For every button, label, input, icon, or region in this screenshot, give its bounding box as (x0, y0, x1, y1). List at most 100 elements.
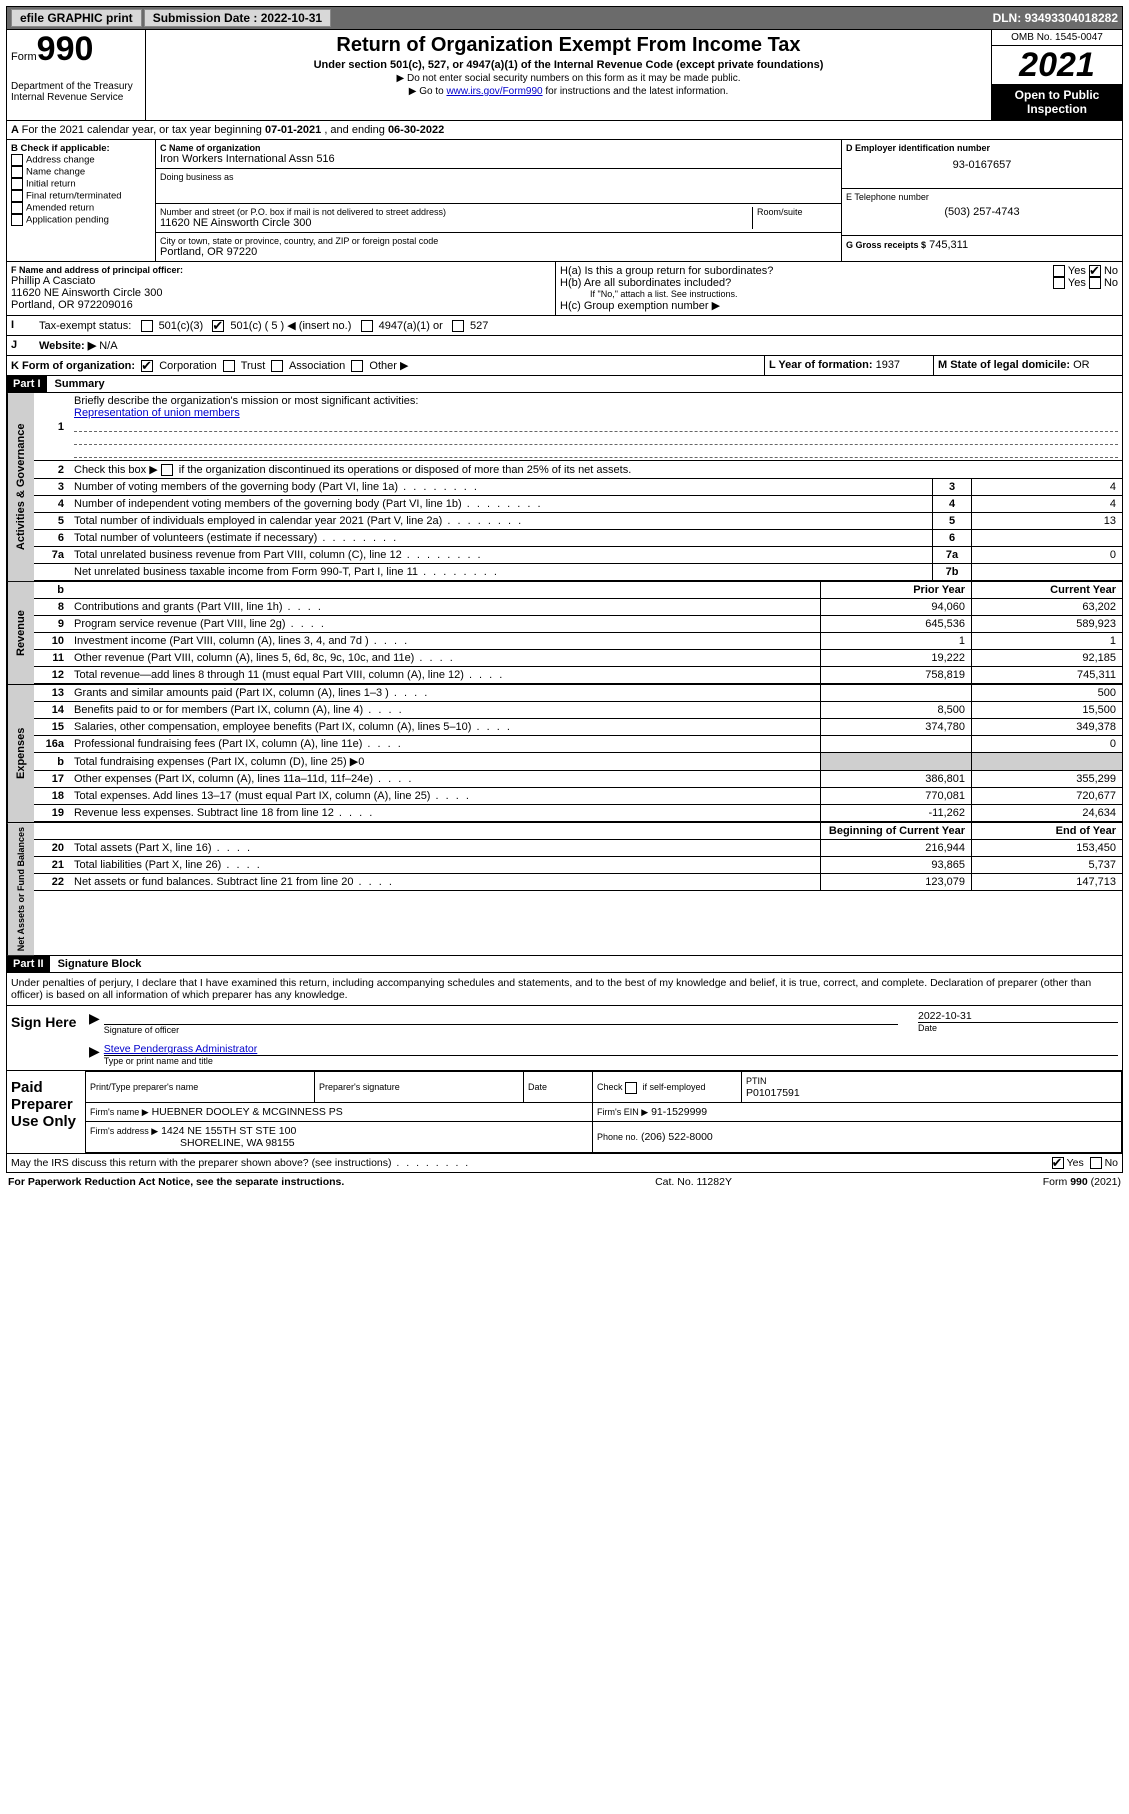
i-opt2: 501(c) ( 5 ) ◀ (insert no.) (230, 320, 351, 332)
chk-other[interactable] (351, 360, 363, 372)
chk-527[interactable] (452, 320, 464, 332)
d-label: D Employer identification number (846, 143, 1118, 153)
table-row: 20Total assets (Part X, line 16)216,9441… (34, 840, 1122, 857)
phone-value: (206) 522-8000 (641, 1131, 713, 1143)
omb-number: OMB No. 1545-0047 (992, 30, 1122, 46)
table-row: 13Grants and similar amounts paid (Part … (34, 685, 1122, 702)
chk-final-return[interactable] (11, 190, 23, 202)
chk-line2[interactable] (161, 464, 173, 476)
chk-address-change[interactable] (11, 154, 23, 166)
h-b-note: If "No," attach a list. See instructions… (560, 289, 1118, 299)
c-dba-label: Doing business as (160, 172, 837, 182)
section-net-assets: Net Assets or Fund Balances Beginning of… (6, 823, 1123, 956)
k-opt0: Corporation (159, 360, 216, 372)
dept-irs: Internal Revenue Service (11, 92, 141, 103)
b-item-5: Application pending (26, 215, 109, 226)
k-label: K Form of organization: (11, 360, 135, 372)
chk-corp[interactable] (141, 360, 153, 372)
form-label: Form (11, 51, 37, 63)
efile-print-button[interactable]: efile GRAPHIC print (11, 9, 142, 27)
c-name: Iron Workers International Assn 516 (160, 153, 837, 165)
chk-discuss-no[interactable] (1090, 1157, 1102, 1169)
chk-assoc[interactable] (271, 360, 283, 372)
chk-501c3[interactable] (141, 320, 153, 332)
table-row: 7aTotal unrelated business revenue from … (34, 547, 1122, 564)
hb-yes: Yes (1068, 277, 1086, 289)
form-title: Return of Organization Exempt From Incom… (150, 34, 987, 57)
footer-right: Form 990 (2021) (1043, 1176, 1121, 1188)
table-row: 17Other expenses (Part IX, column (A), l… (34, 771, 1122, 788)
submission-date-label: Submission Date : (153, 11, 261, 25)
table-row: 16aProfessional fundraising fees (Part I… (34, 736, 1122, 753)
c-addr-label: Number and street (or P.O. box if mail i… (160, 207, 752, 217)
chk-discuss-yes[interactable] (1052, 1157, 1064, 1169)
firm-ein-label: Firm's EIN ▶ (597, 1107, 648, 1117)
table-row: bTotal fundraising expenses (Part IX, co… (34, 753, 1122, 771)
chk-application-pending[interactable] (11, 214, 23, 226)
e-value: (503) 257-4743 (846, 206, 1118, 218)
c-addr: 11620 NE Ainsworth Circle 300 (160, 217, 752, 229)
officer-name[interactable]: Steve Pendergrass Administrator (104, 1043, 258, 1055)
table-row: 22Net assets or fund balances. Subtract … (34, 874, 1122, 891)
open-public-badge: Open to Public Inspection (992, 84, 1122, 120)
sig-officer-label: Signature of officer (104, 1024, 898, 1035)
e-label: E Telephone number (846, 192, 1118, 202)
line1-value[interactable]: Representation of union members (74, 407, 240, 419)
table-row: 15Salaries, other compensation, employee… (34, 719, 1122, 736)
submission-date-chip: Submission Date : 2022-10-31 (144, 9, 331, 27)
table-row: 4Number of independent voting members of… (34, 496, 1122, 513)
c-name-label: C Name of organization (160, 143, 837, 153)
line1-label: Briefly describe the organization's miss… (74, 395, 418, 407)
table-row: 8Contributions and grants (Part VIII, li… (34, 599, 1122, 616)
table-row: Net unrelated business taxable income fr… (34, 564, 1122, 581)
table-row: 14Benefits paid to or for members (Part … (34, 702, 1122, 719)
chk-name-change[interactable] (11, 166, 23, 178)
block-deg: D Employer identification number 93-0167… (842, 140, 1122, 261)
hb-no: No (1104, 277, 1118, 289)
ptin-label: PTIN (746, 1076, 767, 1086)
c-room-label: Room/suite (757, 207, 837, 217)
block-b: B Check if applicable: Address change Na… (7, 140, 156, 261)
part2-header-row: Part II Signature Block (6, 956, 1123, 973)
k-opt2: Association (289, 360, 345, 372)
irs-link[interactable]: www.irs.gov/Form990 (446, 86, 542, 97)
chk-trust[interactable] (223, 360, 235, 372)
efile-topbar: efile GRAPHIC print Submission Date : 20… (6, 6, 1123, 30)
b-item-3: Final return/terminated (26, 191, 122, 202)
table-row: 9Program service revenue (Part VIII, lin… (34, 616, 1122, 633)
tax-year: 2021 (992, 46, 1122, 84)
dept-treasury: Department of the Treasury (11, 81, 141, 92)
block-c: C Name of organization Iron Workers Inte… (156, 140, 842, 261)
discuss-no: No (1105, 1157, 1118, 1169)
form-subtitle: Under section 501(c), 527, or 4947(a)(1)… (150, 59, 987, 71)
sig-date-value: 2022-10-31 (918, 1010, 1118, 1022)
table-row: 3Number of voting members of the governi… (34, 479, 1122, 496)
chk-ha-no[interactable] (1089, 265, 1101, 277)
header-left: Form990 Department of the Treasury Inter… (7, 30, 146, 120)
chk-ha-yes[interactable] (1053, 265, 1065, 277)
m-value: OR (1073, 359, 1090, 371)
i-opt3: 4947(a)(1) or (379, 320, 443, 332)
form-note-ssn: ▶ Do not enter social security numbers o… (150, 73, 987, 84)
chk-501c[interactable] (212, 320, 224, 332)
b-item-4: Amended return (26, 203, 94, 214)
f-label: F Name and address of principal officer: (11, 265, 551, 275)
chk-amended-return[interactable] (11, 202, 23, 214)
table-row: 19Revenue less expenses. Subtract line 1… (34, 805, 1122, 822)
b-item-1: Name change (26, 167, 85, 178)
b-item-0: Address change (26, 155, 95, 166)
header-right: OMB No. 1545-0047 2021 Open to Public In… (991, 30, 1122, 120)
d-value: 93-0167657 (846, 159, 1118, 171)
check-self: Check if self-employed (597, 1082, 706, 1092)
section-expenses: Expenses 13Grants and similar amounts pa… (6, 685, 1123, 823)
g-label: G Gross receipts $ (846, 240, 926, 250)
chk-4947[interactable] (361, 320, 373, 332)
chk-hb-yes[interactable] (1053, 277, 1065, 289)
j-value: N/A (99, 340, 117, 352)
chk-hb-no[interactable] (1089, 277, 1101, 289)
a-end: 06-30-2022 (388, 124, 444, 136)
chk-initial-return[interactable] (11, 178, 23, 190)
chk-self-employed[interactable] (625, 1082, 637, 1094)
form-note-link: ▶ Go to www.irs.gov/Form990 for instruct… (150, 86, 987, 97)
dln-label: DLN: (993, 11, 1025, 25)
